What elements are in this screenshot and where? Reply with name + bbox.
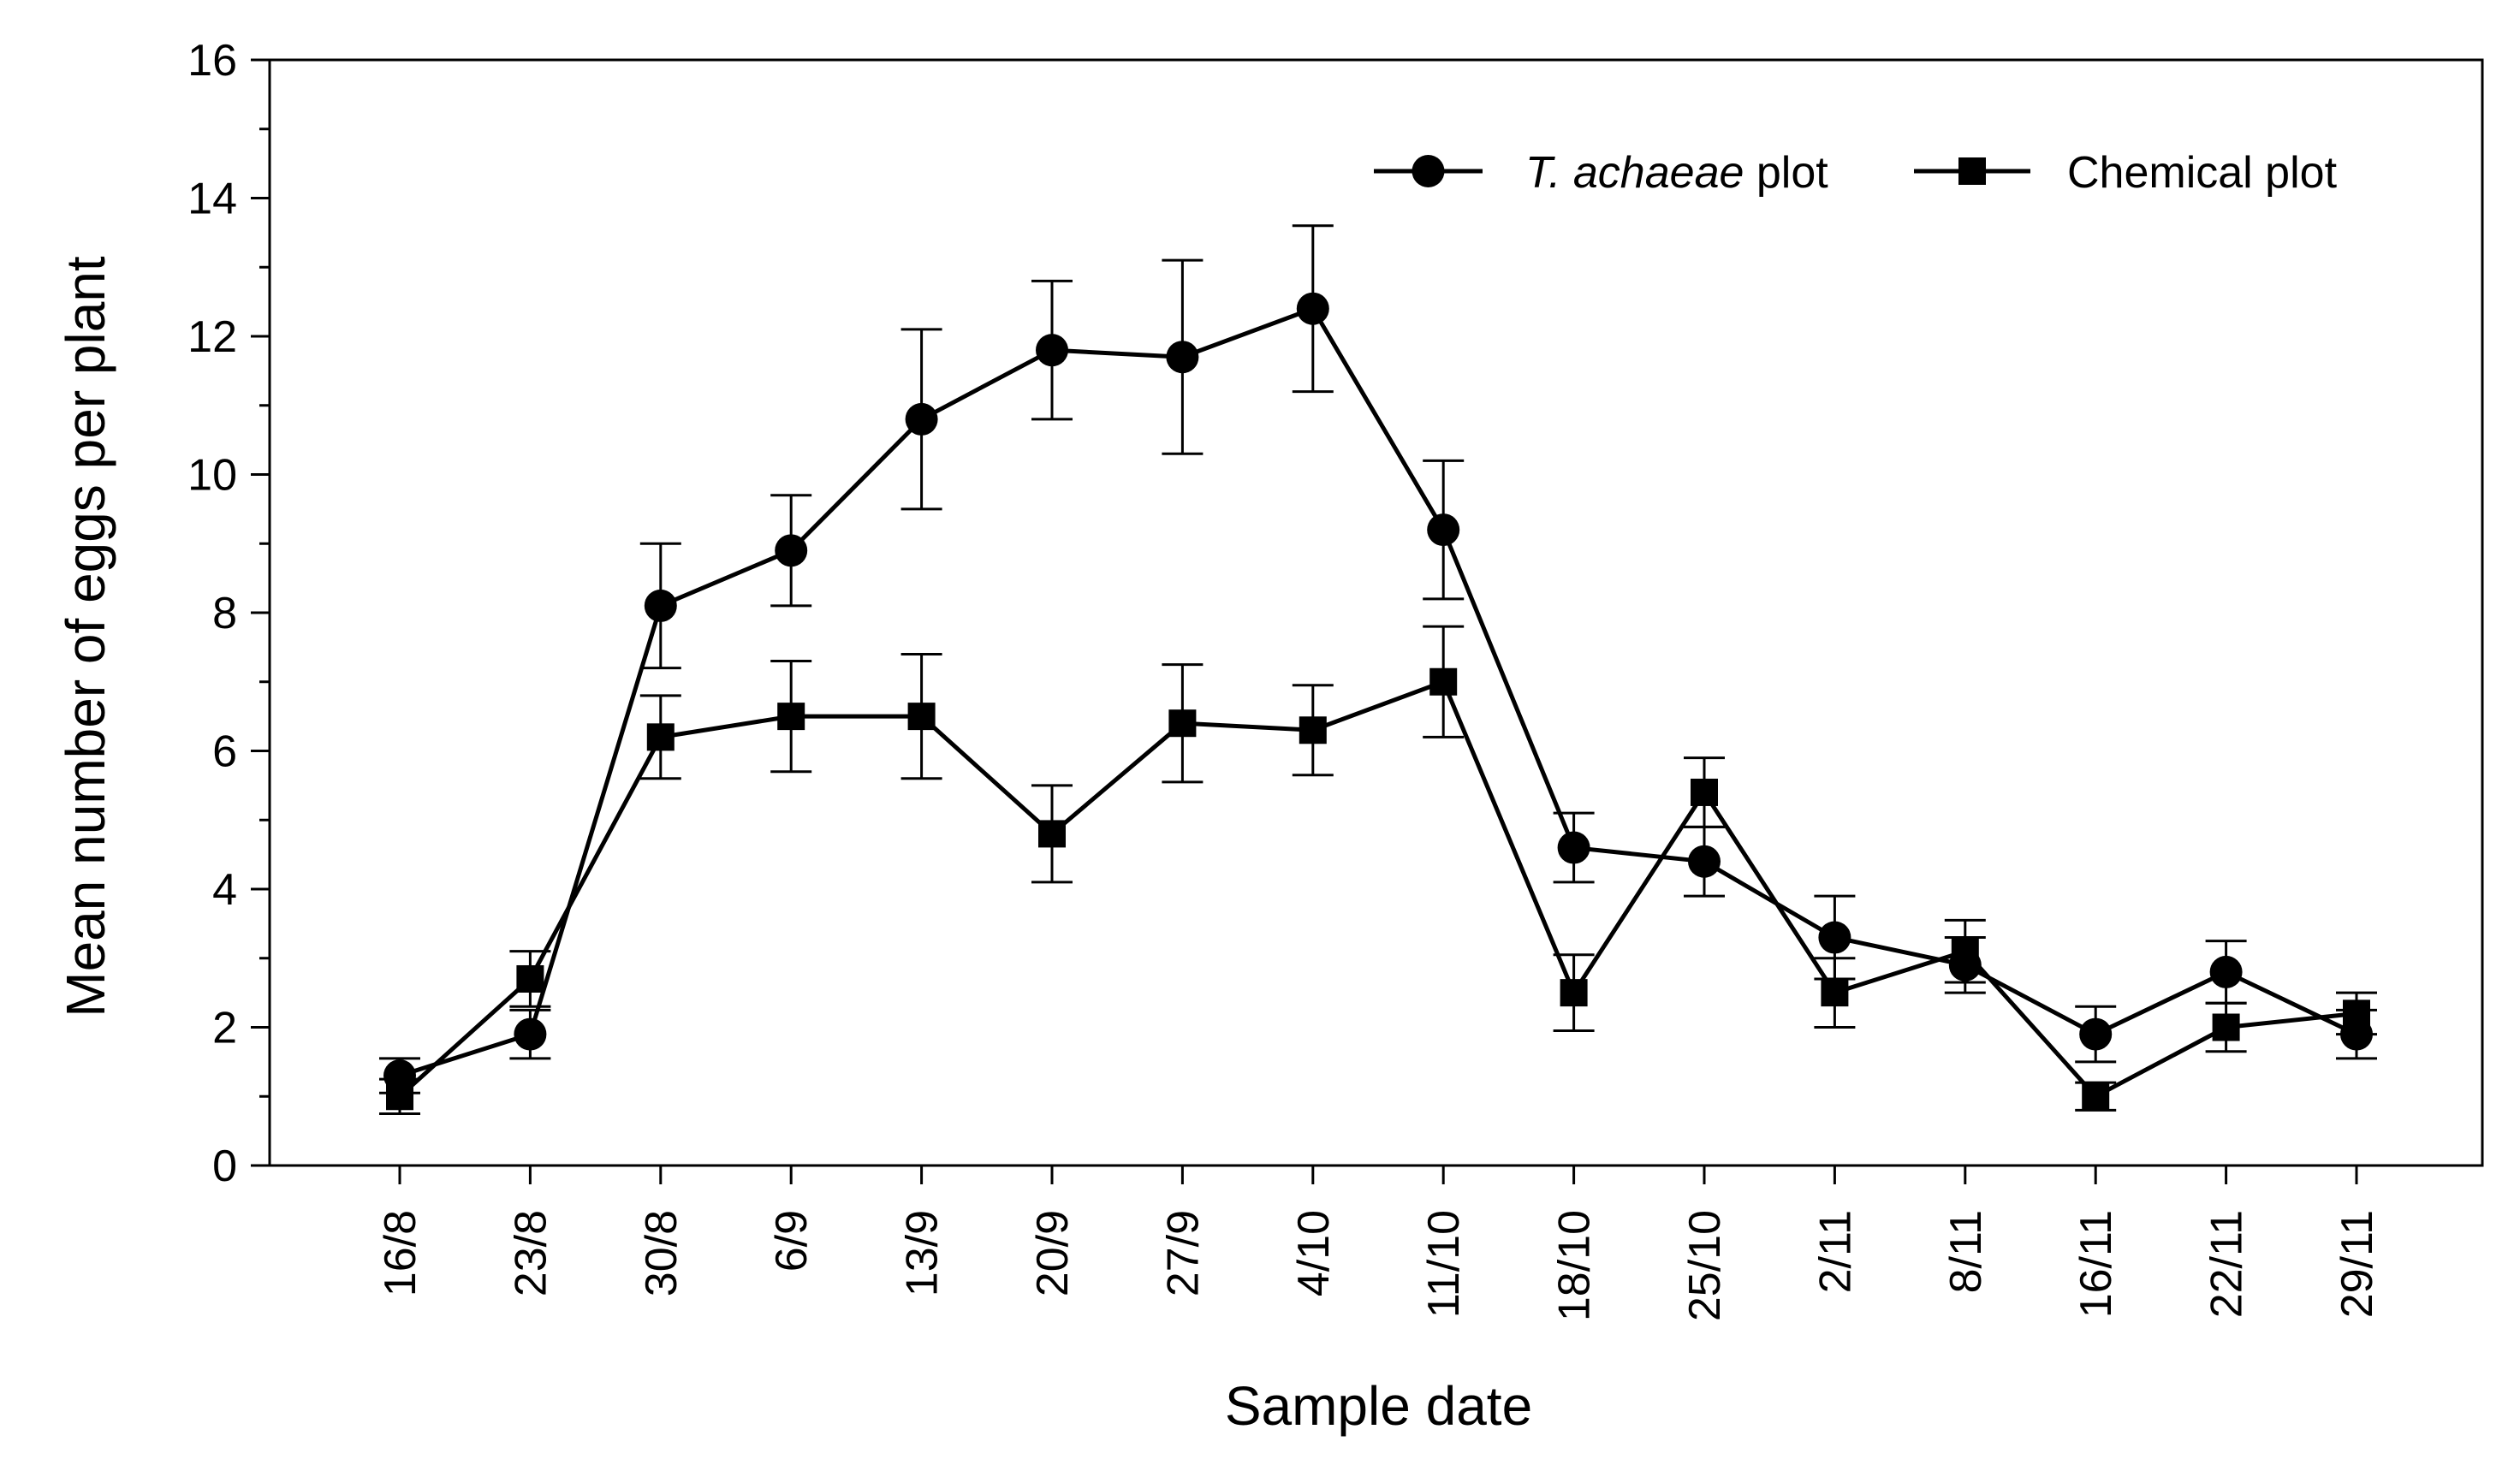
data-point	[905, 402, 938, 436]
y-tick-label: 10	[187, 451, 237, 501]
x-tick-label: 4/10	[1289, 1210, 1339, 1296]
legend-marker	[1412, 155, 1445, 187]
data-point	[1429, 667, 1458, 696]
data-point	[1821, 979, 1849, 1007]
legend-marker	[1958, 157, 1986, 185]
data-point	[1038, 820, 1066, 848]
data-point	[907, 703, 936, 731]
legend-label: T. achaeae plot	[1525, 148, 1828, 198]
data-point	[2082, 1082, 2110, 1111]
x-tick-label: 16/8	[376, 1210, 425, 1296]
series-layer	[379, 224, 2377, 1115]
x-tick-label: 30/8	[637, 1210, 686, 1296]
data-point	[1166, 341, 1199, 374]
legend-label-italic: T. achaeae	[1525, 148, 1744, 198]
x-tick-label: 23/8	[506, 1210, 556, 1296]
data-point	[1036, 334, 1068, 367]
y-tick-label: 2	[212, 1004, 237, 1053]
data-point	[514, 1017, 547, 1051]
data-point	[1296, 292, 1329, 325]
legend: T. achaeae plot Chemical plot	[1374, 148, 2338, 198]
data-point	[1818, 921, 1851, 954]
data-point	[2209, 955, 2243, 988]
x-tick-label: 8/11	[1941, 1210, 1991, 1293]
data-point	[777, 703, 805, 731]
x-tick-label: 13/9	[898, 1210, 948, 1296]
x-tick-label: 2/11	[1810, 1210, 1860, 1293]
data-point	[1688, 845, 1721, 878]
x-axis-title: Sample date	[1225, 1375, 1532, 1437]
x-tick-label: 16/11	[2071, 1210, 2121, 1318]
x-tick-label: 25/10	[1680, 1210, 1730, 1321]
x-tick-label: 29/11	[2333, 1210, 2382, 1318]
legend-label-text: Chemical plot	[2067, 148, 2338, 198]
data-point	[1168, 709, 1197, 738]
data-point	[1560, 979, 1588, 1007]
data-point	[2079, 1017, 2113, 1051]
legend-label-text: plot	[1744, 148, 1828, 198]
series-line	[398, 679, 2357, 1099]
data-point	[516, 964, 544, 993]
y-tick-label: 4	[212, 865, 237, 915]
data-point	[1691, 778, 1718, 806]
data-point	[2343, 999, 2370, 1028]
data-point	[644, 589, 677, 622]
y-tick-label: 6	[212, 727, 237, 777]
data-point	[1427, 513, 1460, 547]
x-tick-label: 18/10	[1550, 1210, 1600, 1321]
data-point	[1299, 716, 1327, 744]
y-axis-title: Mean number of eggs per plant	[55, 256, 116, 1017]
x-tick-label: 20/9	[1028, 1210, 1078, 1296]
legend-label: Chemical plot	[2067, 148, 2338, 198]
y-tick-label: 12	[187, 312, 237, 362]
y-tick-label: 8	[212, 589, 237, 638]
y-tick-label: 14	[187, 175, 237, 224]
series-0	[379, 224, 2377, 1094]
data-point	[1951, 937, 1979, 965]
legend-entry-0: T. achaeae plot	[1374, 148, 1828, 198]
x-tick-label: 22/11	[2202, 1210, 2252, 1318]
x-tick-label: 11/10	[1419, 1210, 1469, 1318]
axes: 0 2 4 6 8 10 12 14 16 16/8 23/8 30/8 6/9 13/9 20/9 27/9…	[55, 36, 2484, 1437]
series-line	[399, 306, 2358, 1078]
data-point	[1557, 831, 1590, 864]
series-1	[379, 625, 2377, 1115]
data-point	[2212, 1013, 2240, 1041]
x-tick-label: 6/9	[767, 1210, 817, 1272]
x-tick-label: 27/9	[1158, 1210, 1208, 1296]
data-point	[386, 1082, 413, 1111]
legend-entry-1: Chemical plot	[1914, 148, 2338, 198]
y-tick-label: 16	[187, 36, 237, 86]
data-point	[646, 723, 675, 751]
y-tick-label: 0	[212, 1142, 237, 1191]
data-point	[775, 534, 808, 567]
plot-frame	[268, 58, 2484, 1167]
